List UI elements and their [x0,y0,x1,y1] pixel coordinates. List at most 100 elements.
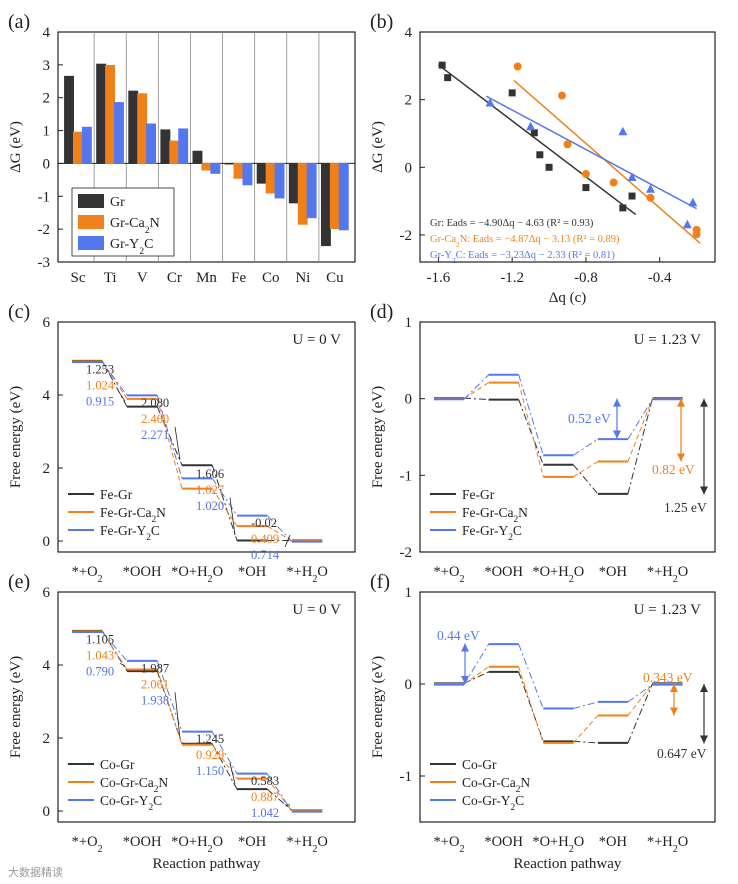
label-pointer [229,497,236,536]
bar [329,162,340,229]
data-point [646,193,655,202]
arrow-head [613,430,621,439]
bar [128,90,139,164]
connector-line [518,374,544,456]
x-axis-title: Reaction pathway [514,856,622,872]
step-energy-label: 1.150 [196,764,224,778]
legend-label: Fe-Gr-Y2C [462,523,522,543]
bar [210,162,221,174]
bar [233,162,244,179]
legend-label: Fe-Gr-Ca2N [462,505,528,525]
bar [288,162,299,204]
data-point [581,170,590,179]
arrow-head [613,398,621,407]
connector-line [627,684,653,703]
connector-line [573,701,599,710]
y-tick-label: 3 [43,58,51,74]
bar [96,63,107,164]
step-energy-label: 0.915 [86,394,114,408]
y-axis-title: Free energy (eV) [370,656,386,758]
connector-line [572,464,599,495]
legend-label: Co-Gr-Ca2N [462,775,530,795]
data-point [682,219,692,229]
x-tick-label: *+O2 [72,564,103,585]
bar [105,65,116,164]
fit-line [437,64,637,216]
bar [137,93,148,164]
bar [192,150,203,164]
legend-label: Co-Gr-Y2C [462,793,524,813]
bar [338,162,349,231]
overpotential-label: 0.647 eV [657,746,707,761]
connector-line [211,743,238,790]
data-point [609,178,618,187]
chart-d: (d) -2 -1 0 1 Free energy (eV) *+O2 *OOH *O+H2O *… [370,301,716,585]
bar [256,162,267,184]
data-point [526,121,536,131]
connector-line [156,669,183,745]
arrow-head [700,486,708,495]
data-point [627,172,637,181]
x-tick-label: *+H2O [647,564,688,585]
x-tick-label: Ni [295,270,310,286]
panel-label: (f) [370,571,390,593]
legend-label: Fe-Gr [462,487,495,502]
chart-b: (b) -1.6 -1.2 -0.8 -0.4 -2 0 2 4 ΔG (eV) Δq (c) Gr:… [370,11,716,306]
y-axis-title: Free energy (eV) [8,386,24,488]
step-energy-label: 1.253 [86,362,114,376]
data-point [444,74,452,82]
arrow-head [700,684,708,692]
data-point [530,129,538,137]
data-point [582,184,590,192]
potential-annotation: U = 1.23 V [634,602,702,618]
data-point [618,126,628,136]
bar [242,162,253,186]
arrow-head [700,398,708,407]
y-axis-title: Free energy (eV) [370,386,386,488]
panel-label: (b) [370,11,393,33]
bar [320,162,331,247]
legend-label: Co-Gr [100,757,135,772]
data-point [563,140,572,149]
bar [114,102,124,164]
step-energy-label: 0.929 [196,748,224,762]
x-tick-label: *O+H2O [171,834,223,855]
x-tick-label: *+H2O [647,834,688,855]
connector-line [627,683,653,716]
label-pointer [119,663,126,667]
fit-line [486,95,697,210]
y-tick-label: -2 [38,222,51,238]
y-tick-label: 0 [43,804,51,820]
x-axis-title: Δq (c) [549,290,587,306]
bar [178,128,189,164]
x-tick-label: *+H2O [286,834,327,855]
step-energy-label: -0.02 [251,516,277,530]
y-tick-label: 0 [43,534,51,550]
data-point [536,151,544,159]
fit-equation: Gr-Y2C: Eads = −3.23Δq − 2.33 (R² = 0.81… [430,250,615,265]
step-energy-label: 2.460 [141,412,169,426]
chart-f: (f) -1 0 1 Free energy (eV) *+O2 *OOH *O+H2O *OH… [370,571,716,872]
x-tick-label: *+O2 [434,834,465,855]
x-tick-label: *OOH [123,834,162,850]
x-tick-label: Co [262,270,280,286]
step-energy-label: 1.987 [141,661,169,675]
x-tick-label: -0.8 [574,270,598,286]
arrow-head [461,676,469,684]
y-tick-label: 4 [405,25,413,41]
watermark: 大数据精读 [8,867,63,879]
x-tick-label: Ti [104,270,117,286]
step-energy-label: 0.887 [251,790,279,804]
bar [64,75,74,164]
connector-line [211,731,238,774]
bar [297,162,308,225]
connector-line [156,406,183,466]
step-energy-label: 1.043 [86,648,114,662]
connector-line [266,515,293,542]
data-point [557,91,566,100]
x-tick-label: *O+H2O [171,564,223,585]
x-tick-label: *OOH [123,564,162,580]
y-tick-label: -2 [400,228,413,244]
fit-line [513,80,701,244]
x-tick-label: -1.6 [427,270,451,286]
